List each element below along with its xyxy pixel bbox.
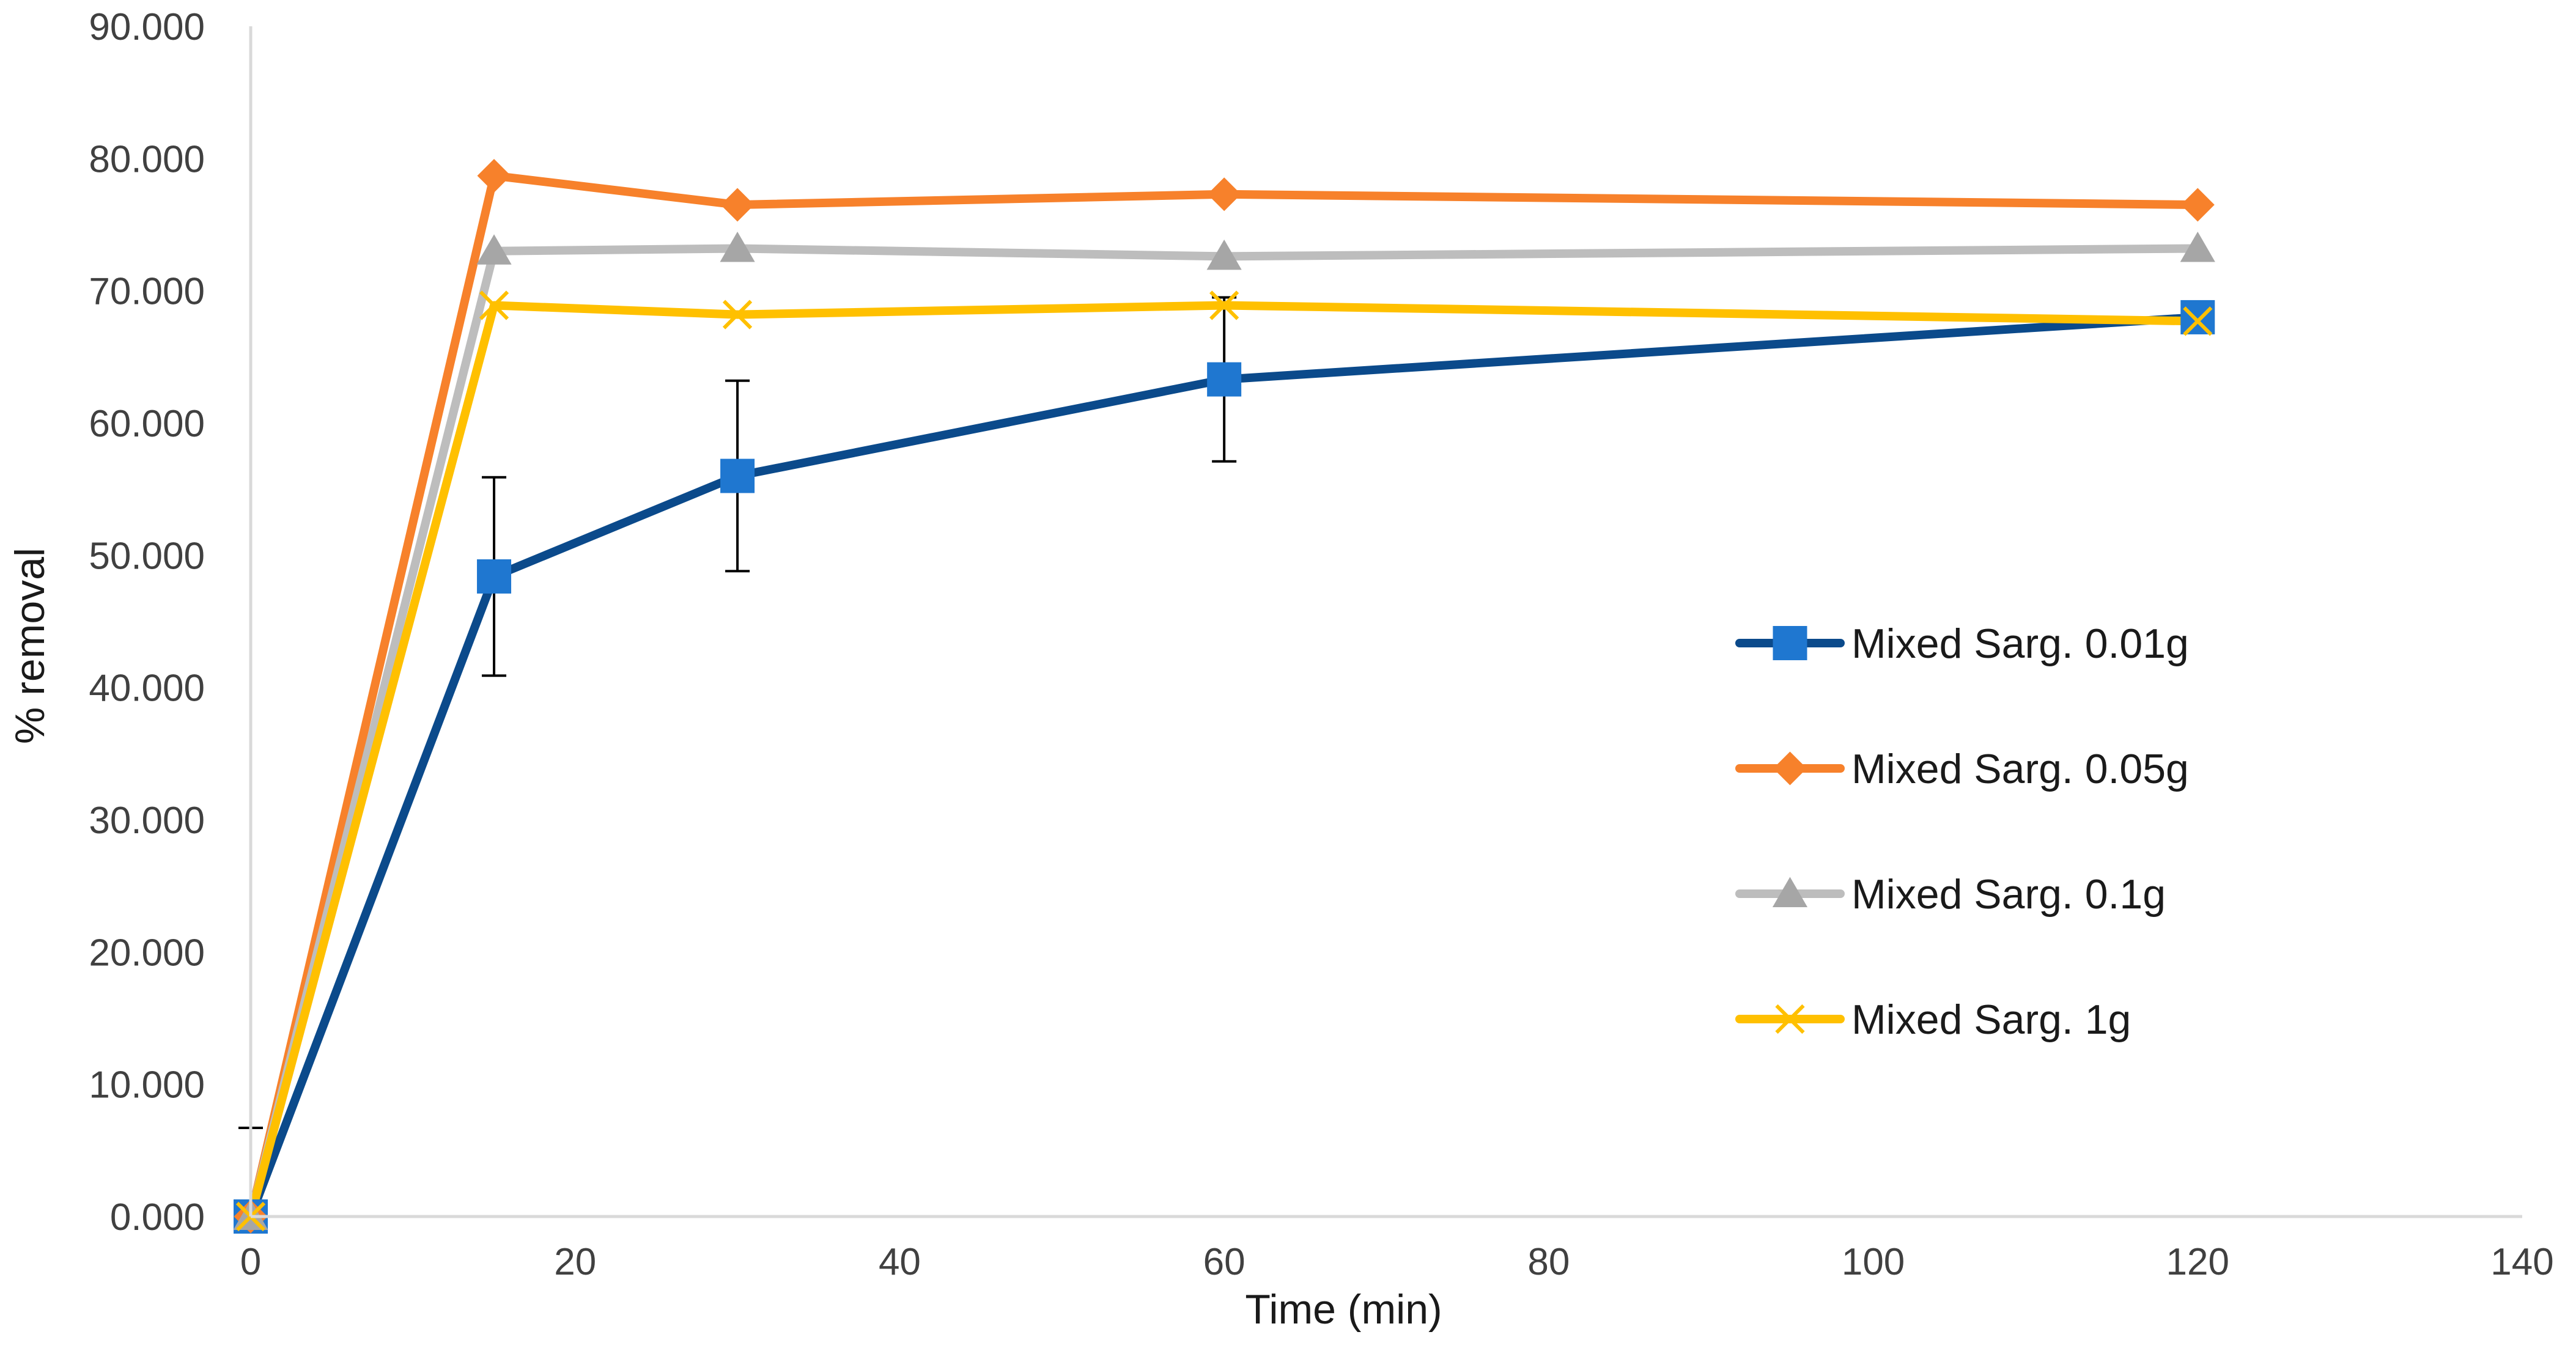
legend-marker (1773, 626, 1807, 660)
data-point (477, 559, 512, 594)
marker-stroke (1209, 290, 1239, 320)
legend: Mixed Sarg. 0.01g Mixed Sarg. 0.05g Mixed … (1735, 620, 2189, 1043)
marker-stroke (2183, 306, 2213, 336)
x-tick-label: 100 (1842, 1241, 1905, 1283)
data-point (1207, 362, 1242, 397)
legend-label: Mixed Sarg. 0.1g (1851, 871, 2166, 918)
data-point (1209, 290, 1239, 320)
legend-label: Mixed Sarg. 1g (1851, 996, 2131, 1043)
legend-label: Mixed Sarg. 0.05g (1851, 746, 2189, 792)
x-tick-label: 60 (1203, 1241, 1246, 1283)
data-point (2180, 188, 2215, 222)
x-tick-label: 40 (879, 1241, 921, 1283)
x-tick-labels: 0 20 40 60 80 100 120 140 (240, 1241, 2554, 1283)
y-tick-label: 0.000 (110, 1196, 205, 1239)
y-tick-label: 60.000 (89, 403, 205, 445)
legend-entry: Mixed Sarg. 0.01g (1735, 620, 2189, 667)
data-point (722, 300, 753, 329)
data-point (720, 188, 755, 222)
legend-entry: Mixed Sarg. 0.05g (1735, 746, 2189, 792)
marker-stroke (1775, 1004, 1805, 1034)
x-tick-label: 120 (2166, 1241, 2229, 1283)
data-point (476, 234, 512, 265)
data-point (720, 458, 755, 493)
data-point (2180, 231, 2215, 262)
y-axis-title: % removal (7, 548, 53, 744)
x-axis-title: Time (min) (1245, 1286, 1442, 1333)
error-bars (238, 296, 1237, 1217)
legend-entry: Mixed Sarg. 0.1g (1735, 871, 2166, 918)
y-tick-label: 20.000 (89, 932, 205, 974)
marker-stroke (722, 300, 753, 329)
y-tick-label: 70.000 (89, 271, 205, 313)
plot-area (233, 158, 2215, 1234)
x-tick-label: 20 (554, 1241, 596, 1283)
x-tick-label: 140 (2490, 1241, 2553, 1283)
legend-entry: Mixed Sarg. 1g (1735, 996, 2131, 1043)
legend-label: Mixed Sarg. 0.01g (1851, 620, 2189, 667)
data-point (1206, 239, 1242, 270)
x-tick-label: 80 (1527, 1241, 1570, 1283)
data-point (1207, 177, 1241, 212)
y-tick-labels: 0.000 10.000 20.000 30.000 40.000 50.000 60.00… (89, 6, 205, 1239)
data-point (2180, 300, 2215, 334)
x-tick-label: 0 (240, 1241, 261, 1283)
y-tick-label: 90.000 (89, 6, 205, 48)
y-tick-label: 30.000 (89, 800, 205, 842)
y-tick-label: 50.000 (89, 535, 205, 577)
y-tick-label: 40.000 (89, 668, 205, 710)
legend-marker (1772, 877, 1808, 907)
y-tick-label: 80.000 (89, 138, 205, 180)
marker-stroke (479, 290, 509, 320)
data-point (479, 290, 509, 320)
data-point (477, 158, 511, 193)
legend-marker (1775, 1004, 1805, 1034)
legend-marker (1773, 751, 1807, 786)
y-tick-label: 10.000 (89, 1064, 205, 1106)
data-point (720, 231, 755, 262)
data-point (2183, 306, 2213, 336)
